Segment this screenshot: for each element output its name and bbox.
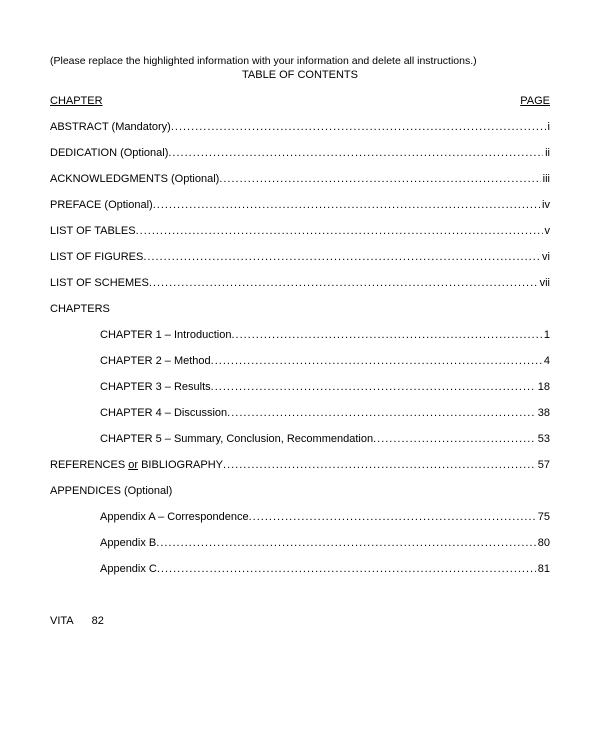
leader-dots <box>136 225 543 237</box>
toc-references-page: 57 <box>536 459 550 471</box>
toc-list-of-tables: LIST OF TABLES v <box>50 225 550 237</box>
toc-ch2-label: CHAPTER 2 – Method <box>100 355 211 367</box>
toc-lot-page: v <box>543 225 551 237</box>
toc-appA-page: 75 <box>536 511 550 523</box>
toc-appB-label: Appendix B <box>100 537 156 549</box>
leader-dots <box>211 381 536 393</box>
toc-ch4-label: CHAPTER 4 – Discussion <box>100 407 227 419</box>
toc-ch1-page: 1 <box>542 329 550 341</box>
toc-references: REFERENCES or BIBLIOGRAPHY 57 <box>50 459 550 471</box>
toc-appendix-a: Appendix A – Correspondence 75 <box>50 511 550 523</box>
leader-dots <box>143 251 540 263</box>
leader-dots <box>168 147 543 159</box>
toc-dedication: DEDICATION (Optional) ii <box>50 147 550 159</box>
toc-preface-page: iv <box>540 199 550 211</box>
leader-dots <box>227 407 536 419</box>
toc-acknowledgments-label: ACKNOWLEDGMENTS (Optional) <box>50 173 219 185</box>
instruction-text: (Please replace the highlighted informat… <box>50 55 550 67</box>
toc-abstract: ABSTRACT (Mandatory) i <box>50 121 550 133</box>
appendices-heading: APPENDICES (Optional) <box>50 485 550 497</box>
toc-appendix-b: Appendix B 80 <box>50 537 550 549</box>
toc-chapter3: CHAPTER 3 – Results 18 <box>50 381 550 393</box>
leader-dots <box>171 121 546 133</box>
leader-dots <box>211 355 542 367</box>
toc-appA-label: Appendix A – Correspondence <box>100 511 249 523</box>
chapters-heading: CHAPTERS <box>50 303 550 315</box>
toc-ch3-label: CHAPTER 3 – Results <box>100 381 211 393</box>
leader-dots <box>223 459 536 471</box>
toc-vita-label: VITA <box>50 615 74 627</box>
header-chapter: CHAPTER <box>50 95 103 107</box>
toc-lof-label: LIST OF FIGURES <box>50 251 143 263</box>
toc-references-label: REFERENCES or BIBLIOGRAPHY <box>50 459 223 471</box>
leader-dots <box>249 511 536 523</box>
toc-appC-label: Appendix C <box>100 563 157 575</box>
toc-list-of-schemes: LIST OF SCHEMES vii <box>50 277 550 289</box>
toc-abstract-label: ABSTRACT (Mandatory) <box>50 121 171 133</box>
leader-dots <box>157 563 536 575</box>
leader-dots <box>231 329 541 341</box>
toc-los-label: LIST OF SCHEMES <box>50 277 149 289</box>
toc-abstract-page: i <box>546 121 550 133</box>
toc-ch3-page: 18 <box>536 381 550 393</box>
toc-appB-page: 80 <box>536 537 550 549</box>
toc-lof-page: vi <box>540 251 550 263</box>
toc-ch4-page: 38 <box>536 407 550 419</box>
toc-appC-page: 81 <box>536 563 550 575</box>
toc-acknowledgments-page: iii <box>541 173 550 185</box>
toc-ch5-page: 53 <box>536 433 550 445</box>
toc-chapter4: CHAPTER 4 – Discussion 38 <box>50 407 550 419</box>
toc-vita-page: 82 <box>92 615 104 627</box>
toc-ch5-label: CHAPTER 5 – Summary, Conclusion, Recomme… <box>100 433 373 445</box>
leader-dots <box>373 433 536 445</box>
toc-preface: PREFACE (Optional) iv <box>50 199 550 211</box>
leader-dots <box>156 537 535 549</box>
toc-appendix-c: Appendix C 81 <box>50 563 550 575</box>
header-page: PAGE <box>520 95 550 107</box>
toc-dedication-page: ii <box>543 147 550 159</box>
toc-lot-label: LIST OF TABLES <box>50 225 136 237</box>
toc-chapter5: CHAPTER 5 – Summary, Conclusion, Recomme… <box>50 433 550 445</box>
leader-dots <box>219 173 540 185</box>
toc-ch2-page: 4 <box>542 355 550 367</box>
toc-list-of-figures: LIST OF FIGURES vi <box>50 251 550 263</box>
leader-dots <box>149 277 538 289</box>
toc-ch1-label: CHAPTER 1 – Introduction <box>100 329 231 341</box>
toc-chapter1: CHAPTER 1 – Introduction 1 <box>50 329 550 341</box>
toc-chapter2: CHAPTER 2 – Method 4 <box>50 355 550 367</box>
leader-dots <box>153 199 540 211</box>
toc-vita: VITA 82 <box>50 615 550 627</box>
toc-preface-label: PREFACE (Optional) <box>50 199 153 211</box>
toc-dedication-label: DEDICATION (Optional) <box>50 147 168 159</box>
toc-header: CHAPTER PAGE <box>50 95 550 107</box>
toc-los-page: vii <box>538 277 550 289</box>
toc-acknowledgments: ACKNOWLEDGMENTS (Optional) iii <box>50 173 550 185</box>
page-title: TABLE OF CONTENTS <box>50 69 550 81</box>
